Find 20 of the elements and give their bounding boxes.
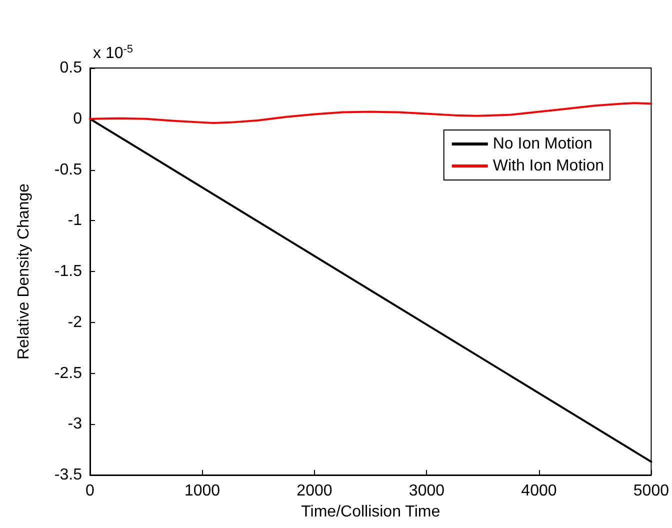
- line-series: [89, 102, 652, 124]
- y-tick-label: -2: [68, 314, 82, 331]
- y-tick-label: 0: [73, 110, 82, 128]
- x-tick-label: 1000: [184, 482, 220, 500]
- legend-label: With Ion Motion: [492, 158, 604, 174]
- y-tick-label: 0.5: [60, 60, 82, 76]
- y-tick-label: -3.5: [54, 466, 82, 484]
- y-tick-label: -2.5: [54, 364, 82, 382]
- x-tick-label: 5000: [633, 482, 670, 500]
- x-tick-label: 2000: [296, 482, 332, 500]
- y-tick-label: -1: [68, 212, 82, 230]
- y-axis-title: Relative Density Change: [16, 183, 32, 360]
- y-tick-label: -3: [68, 416, 82, 433]
- legend-label: No Ion Motion: [492, 136, 592, 152]
- y-tick-label: -0.5: [54, 161, 82, 178]
- x-tick-label: 4000: [521, 482, 557, 500]
- x-axis-title: Time/Collision Time: [301, 503, 440, 520]
- y-tick-label: -1.5: [54, 263, 82, 280]
- x-tick-label: 3000: [408, 482, 445, 500]
- x-tick-label: 0: [86, 482, 95, 500]
